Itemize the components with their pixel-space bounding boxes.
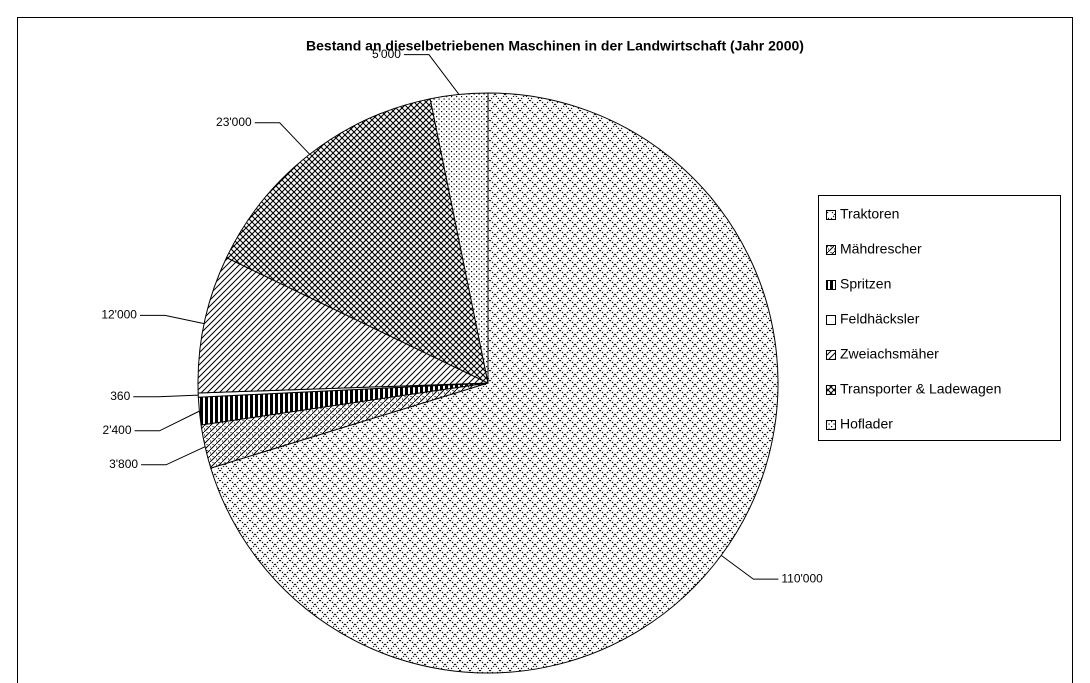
legend-label: Spritzen	[840, 276, 891, 292]
legend-swatch	[826, 315, 836, 325]
data-label: 2'400	[103, 423, 132, 437]
leader-line	[403, 54, 460, 95]
legend-swatch	[826, 420, 836, 430]
data-label: 360	[110, 389, 130, 403]
leader-line	[254, 122, 311, 155]
data-label: 5'000	[372, 47, 401, 61]
legend-label: Hoflader	[840, 416, 893, 432]
legend-label: Feldhäcksler	[840, 311, 920, 327]
pie-slice	[197, 256, 489, 394]
legend-swatch	[826, 245, 836, 255]
legend-label: Mähdrescher	[840, 241, 922, 257]
legend-swatch	[826, 385, 836, 395]
legend	[818, 195, 1061, 441]
leader-line	[133, 394, 199, 398]
legend-label: Zweiachsmäher	[840, 346, 939, 362]
data-label: 3'800	[109, 457, 138, 471]
legend-swatch	[826, 210, 836, 220]
pie-slice	[210, 92, 779, 674]
leader-line	[139, 314, 205, 325]
leader-line	[134, 410, 200, 432]
legend-swatch	[826, 280, 836, 290]
data-label: 110'000	[781, 571, 823, 585]
leader-line	[720, 554, 779, 580]
pie-slice	[429, 92, 489, 384]
pie-slice	[225, 98, 489, 384]
data-label: 12'000	[101, 308, 137, 322]
legend-label: Transporter & Ladewagen	[840, 381, 1001, 397]
legend-label: Traktoren	[840, 206, 899, 222]
data-label: 23'000	[216, 115, 252, 129]
leader-line	[141, 446, 206, 466]
legend-swatch	[826, 350, 836, 360]
chart-title: Bestand an dieselbetriebenen Maschinen i…	[306, 38, 804, 54]
